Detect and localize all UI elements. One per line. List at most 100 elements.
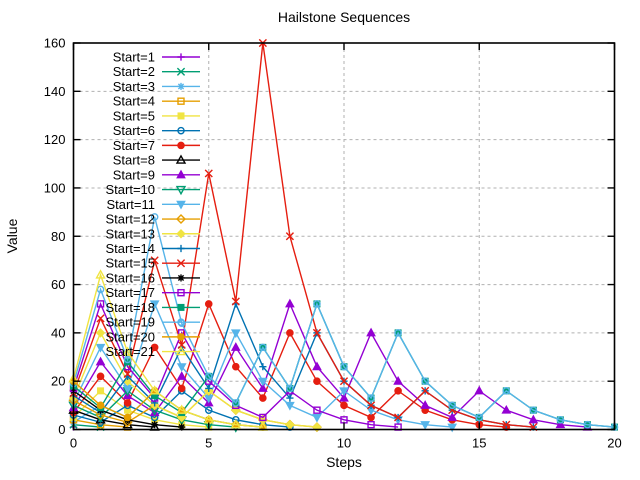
data-point-plus	[177, 244, 185, 253]
data-point-circle-open	[367, 394, 375, 402]
series-markers-9	[68, 298, 593, 431]
legend-label: Start=15	[105, 256, 155, 271]
data-point-triangle-up-open	[175, 154, 187, 164]
legend-item-10: Start=10	[105, 182, 200, 197]
y-tick-label: 100	[44, 180, 66, 195]
legend-item-14: Start=14	[105, 241, 200, 256]
legend-label: Start=7	[113, 138, 155, 153]
data-point-triangle-up-filled	[95, 356, 106, 366]
data-point-triangle-up-open	[176, 404, 187, 414]
data-point-square-open	[177, 97, 185, 105]
data-point-circle-filled	[177, 333, 185, 341]
data-point-square-filled	[177, 303, 185, 311]
legend-item-5: Start=5	[113, 108, 200, 123]
data-point-circle-open	[475, 413, 484, 422]
legend-label: Start=20	[105, 329, 155, 344]
x-tick-label: 15	[472, 436, 486, 451]
data-point-circle-open	[150, 213, 159, 221]
data-point-triangle-down-filled	[285, 401, 295, 411]
legend-label: Start=3	[113, 79, 155, 94]
data-point-triangle-down-filled	[176, 200, 186, 210]
data-point-square-open	[177, 288, 185, 297]
data-point-triangle-down-filled	[258, 377, 268, 387]
data-point-circle-filled	[259, 394, 267, 402]
data-point-square-open	[313, 406, 321, 414]
series-line-19	[72, 216, 615, 428]
data-point-square-open	[96, 300, 105, 308]
data-point-cross	[502, 420, 511, 429]
tick-labels: 0 5 10 15 20 0 20 40 60 80 100 120 140 160	[44, 36, 622, 451]
data-point-square-filled	[177, 112, 185, 120]
data-point-triangle-up-filled	[528, 414, 539, 424]
data-point-asterisk	[177, 274, 185, 282]
data-point-triangle-up-filled	[285, 298, 295, 308]
data-point-circle-open	[556, 416, 565, 424]
data-point-square-filled	[124, 406, 132, 414]
data-point-triangle-up-filled	[230, 342, 241, 351]
data-point-triangle-down-filled	[95, 343, 106, 353]
series-line-13	[72, 331, 318, 428]
data-point-circle-filled	[340, 401, 348, 410]
legend-item-1: Start=1	[113, 50, 200, 65]
data-point-circle-filled	[150, 343, 159, 352]
legend-item-4: Start=4	[113, 94, 200, 109]
legend-label: Start=12	[105, 212, 155, 227]
data-point-triangle-down-filled	[149, 300, 160, 310]
data-point-square-filled	[97, 387, 105, 395]
y-tick-label: 20	[51, 374, 65, 389]
data-point-circle-open	[313, 300, 321, 308]
legend-item-16: Start=16	[105, 270, 200, 285]
data-point-asterisk	[151, 421, 159, 429]
data-point-diamond-filled	[285, 419, 295, 430]
legend-label: Start=2	[113, 64, 155, 79]
data-point-circle-filled	[232, 362, 240, 371]
data-point-circle-open	[177, 126, 185, 135]
y-tick-label: 140	[44, 84, 66, 99]
data-point-cross	[176, 67, 186, 76]
legend-item-9: Start=9	[113, 167, 200, 182]
data-point-triangle-up-filled	[474, 385, 485, 395]
data-point-triangle-up-filled	[176, 169, 186, 179]
data-point-circle-open	[177, 318, 185, 326]
data-point-cross	[285, 232, 294, 241]
data-point-triangle-down-filled	[230, 329, 241, 339]
data-point-diamond-open	[95, 410, 106, 420]
data-point-cross	[231, 297, 240, 306]
legend-label: Start=5	[113, 108, 155, 123]
y-tick-label: 60	[51, 277, 65, 292]
data-point-circle-open	[204, 406, 213, 414]
data-point-circle-filled	[394, 387, 402, 395]
data-point-circle-filled	[177, 384, 186, 393]
legend-label: Start=4	[113, 94, 155, 109]
data-point-circle-open	[232, 399, 240, 407]
legend-item-15: Start=15	[105, 256, 200, 271]
data-point-plus	[259, 363, 267, 371]
data-point-triangle-up-open	[175, 345, 187, 356]
data-point-diamond-filled	[95, 328, 106, 338]
legend-label: Start=17	[105, 285, 155, 300]
data-point-circle-open	[123, 355, 132, 364]
data-point-cross	[96, 314, 105, 323]
data-point-triangle-up-filled	[258, 383, 268, 392]
axis-ticks	[72, 42, 616, 431]
data-point-triangle-up-open	[149, 385, 160, 395]
series-layer	[68, 38, 619, 433]
legend-item-7: Start=7	[113, 138, 200, 153]
data-point-circle-filled	[123, 413, 132, 422]
x-tick-label: 5	[205, 436, 212, 451]
data-point-triangle-down-filled	[420, 421, 430, 430]
data-point-circle-open	[448, 401, 457, 410]
legend-label: Start=11	[106, 197, 155, 212]
y-axis-label: Value	[4, 218, 20, 253]
data-point-asterisk	[177, 82, 185, 91]
data-point-cross	[394, 413, 403, 422]
chart-title: Hailstone Sequences	[278, 9, 410, 25]
y-tick-label: 0	[58, 422, 65, 437]
y-tick-label: 120	[44, 132, 66, 147]
data-point-triangle-down-filled	[312, 413, 322, 423]
series-line-21	[72, 272, 263, 428]
y-tick-label: 40	[51, 325, 65, 340]
data-point-triangle-down-filled	[447, 423, 458, 433]
